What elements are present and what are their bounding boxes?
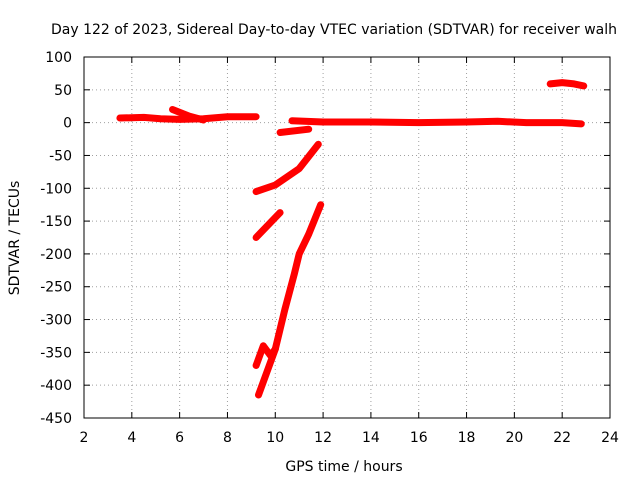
x-axis-title: GPS time / hours bbox=[285, 459, 402, 475]
y-tick-label: -50 bbox=[49, 148, 72, 164]
x-tick-label: 16 bbox=[410, 430, 428, 446]
x-tick-label: 6 bbox=[175, 430, 184, 446]
series-line-arc-7 bbox=[252, 209, 284, 241]
x-tick-label: 18 bbox=[458, 430, 476, 446]
chart-title: Day 122 of 2023, Sidereal Day-to-day VTE… bbox=[51, 22, 617, 38]
x-ticks: 2 4 6 8 10 12 14 16 18 20 22 24 bbox=[80, 57, 619, 446]
y-tick-label: 50 bbox=[54, 83, 72, 99]
x-tick-label: 8 bbox=[223, 430, 232, 446]
series-line-arc-2 bbox=[169, 106, 207, 124]
y-tick-label: -150 bbox=[40, 214, 72, 230]
series-line-arc-1 bbox=[116, 113, 260, 123]
y-ticks: 100 50 0 -50 -100 -150 -200 -250 -300 -350 -400 -45… bbox=[40, 50, 610, 427]
y-tick-label: -250 bbox=[40, 280, 72, 296]
x-tick-label: 24 bbox=[601, 430, 619, 446]
y-tick-label: 0 bbox=[63, 116, 72, 132]
y-tick-label: -450 bbox=[40, 411, 72, 427]
series-layer bbox=[116, 79, 588, 399]
series-line-arc-3 bbox=[276, 125, 313, 136]
y-tick-label: -300 bbox=[40, 313, 72, 329]
y-tick-label: -200 bbox=[40, 247, 72, 263]
plot-frame bbox=[83, 56, 611, 419]
y-tick-label: 100 bbox=[45, 50, 72, 66]
x-tick-label: 2 bbox=[80, 430, 89, 446]
y-axis-title: SDTVAR / TECUs bbox=[7, 181, 23, 296]
x-tick-label: 14 bbox=[362, 430, 380, 446]
grid bbox=[84, 57, 610, 418]
x-tick-label: 22 bbox=[553, 430, 571, 446]
x-tick-label: 10 bbox=[266, 430, 284, 446]
y-tick-label: -400 bbox=[40, 378, 72, 394]
y-tick-label: -350 bbox=[40, 345, 72, 361]
series-line-arc-6 bbox=[252, 140, 322, 196]
x-tick-label: 20 bbox=[505, 430, 523, 446]
y-tick-label: -100 bbox=[40, 181, 72, 197]
x-tick-label: 4 bbox=[127, 430, 136, 446]
series-line-arc-5 bbox=[546, 79, 588, 90]
series-line-arc-9 bbox=[255, 201, 325, 399]
x-tick-label: 12 bbox=[314, 430, 332, 446]
series-line-arc-4 bbox=[288, 117, 585, 128]
